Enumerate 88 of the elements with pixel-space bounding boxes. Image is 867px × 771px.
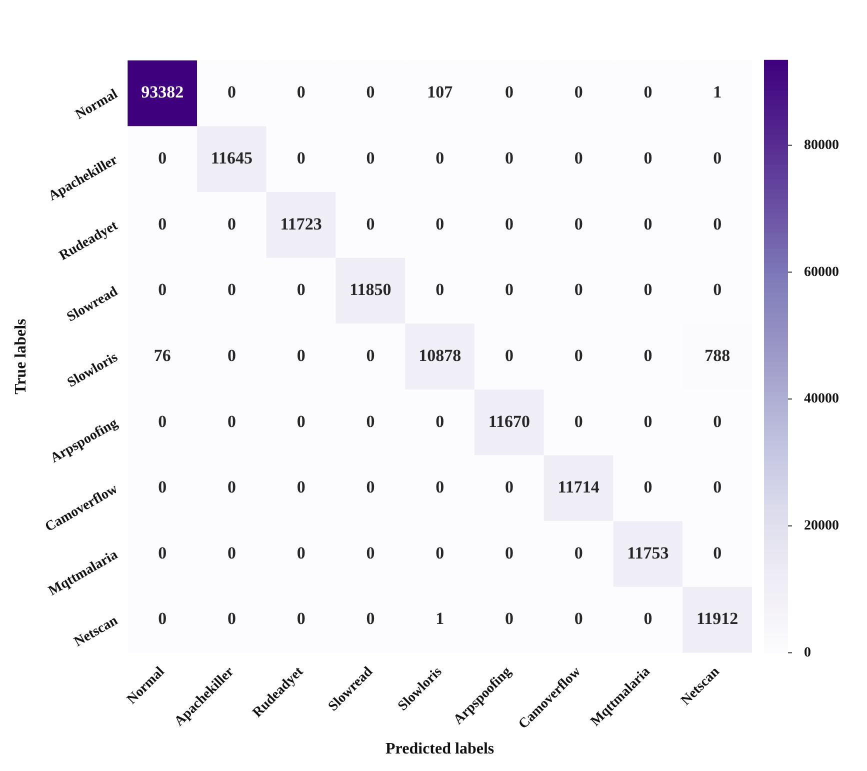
data-label: 0	[504, 543, 514, 562]
data-label: 0	[574, 82, 583, 102]
data-label: 0	[574, 609, 583, 628]
data-label: 0	[296, 609, 306, 628]
color-bar-label: 40000	[804, 392, 839, 407]
color-bar-label: 20000	[804, 518, 839, 534]
data-label: 0	[296, 543, 306, 562]
data-label: 0	[713, 478, 722, 497]
x-axis-title: Predicted labels	[386, 740, 494, 758]
data-label: 0	[158, 478, 167, 497]
data-label: 0	[158, 609, 167, 628]
data-label: 0	[644, 214, 652, 234]
data-label: 11850	[350, 280, 392, 300]
data-label: 0	[644, 82, 652, 102]
data-label: 788	[704, 346, 730, 365]
data-label: 0	[227, 609, 236, 628]
data-label: 0	[713, 543, 722, 562]
data-label: 0	[227, 478, 236, 497]
data-label: 0	[227, 82, 236, 102]
data-label: 0	[296, 346, 306, 365]
data-label: 0	[644, 609, 652, 628]
data-label: 0	[366, 609, 375, 628]
data-label: 0	[296, 280, 306, 300]
data-label: 0	[574, 280, 583, 300]
data-label: 0	[574, 346, 583, 365]
data-label: 0	[644, 412, 652, 431]
data-label: 11753	[627, 543, 669, 562]
data-label: 0	[366, 543, 375, 562]
data-label: 0	[644, 280, 652, 300]
data-label: 1	[436, 609, 444, 628]
data-label: 0	[574, 148, 583, 168]
data-label: 0	[504, 214, 514, 234]
data-label: 10878	[418, 346, 462, 365]
data-label: 0	[644, 148, 652, 168]
data-label: 0	[713, 280, 722, 300]
data-label: 0	[504, 82, 514, 102]
data-label: 0	[644, 346, 652, 365]
data-label: 0	[504, 478, 514, 497]
data-label: 0	[436, 543, 444, 562]
data-label: 0	[436, 412, 444, 431]
data-label: 0	[574, 412, 583, 431]
data-label: 0	[158, 280, 167, 300]
data-label: 0	[296, 148, 306, 168]
data-label: 0	[366, 412, 375, 431]
data-label: 0	[296, 82, 306, 102]
color-bar-label: 60000	[804, 264, 839, 280]
data-label: 0	[436, 478, 444, 497]
data-label: 0	[574, 214, 583, 234]
data-label: 0	[713, 214, 722, 234]
y-axis-title: True labels	[12, 318, 30, 394]
data-label: 0	[366, 478, 375, 497]
data-label: 0	[296, 412, 306, 431]
data-label: 93382	[141, 82, 184, 102]
data-label: 0	[158, 543, 167, 562]
data-label: 0	[713, 148, 722, 168]
data-label: 0	[296, 478, 306, 497]
data-label: 11912	[696, 609, 738, 628]
data-label: 0	[366, 82, 375, 102]
data-label: 0	[366, 214, 375, 234]
data-label: 0	[504, 346, 514, 365]
data-label: 0	[713, 412, 722, 431]
data-label: 0	[227, 214, 236, 234]
data-label: 0	[366, 148, 375, 168]
data-label: 0	[504, 280, 514, 300]
data-label: 0	[227, 412, 236, 431]
data-label: 11645	[210, 148, 252, 168]
data-label: 1	[713, 82, 722, 102]
data-label: 11670	[488, 412, 530, 431]
data-label: 0	[227, 280, 236, 300]
data-label: 11714	[558, 478, 600, 497]
data-label: 0	[158, 148, 167, 168]
data-label: 0	[227, 346, 236, 365]
data-label: 0	[574, 543, 583, 562]
data-label: 0	[504, 148, 514, 168]
color-bar-label: 80000	[804, 138, 839, 153]
data-label: 0	[504, 609, 514, 628]
data-label: 76	[154, 346, 171, 365]
data-label: 0	[158, 412, 167, 431]
color-bar-label: 0	[804, 645, 811, 660]
data-label: 0	[227, 543, 236, 562]
data-label: 107	[427, 82, 454, 102]
data-label: 0	[644, 478, 652, 497]
data-label: 0	[158, 214, 167, 234]
data-label: 0	[436, 148, 444, 168]
data-label: 11723	[280, 214, 322, 234]
data-label: 0	[436, 280, 444, 300]
data-label: 0	[436, 214, 444, 234]
data-label: 0	[366, 346, 375, 365]
